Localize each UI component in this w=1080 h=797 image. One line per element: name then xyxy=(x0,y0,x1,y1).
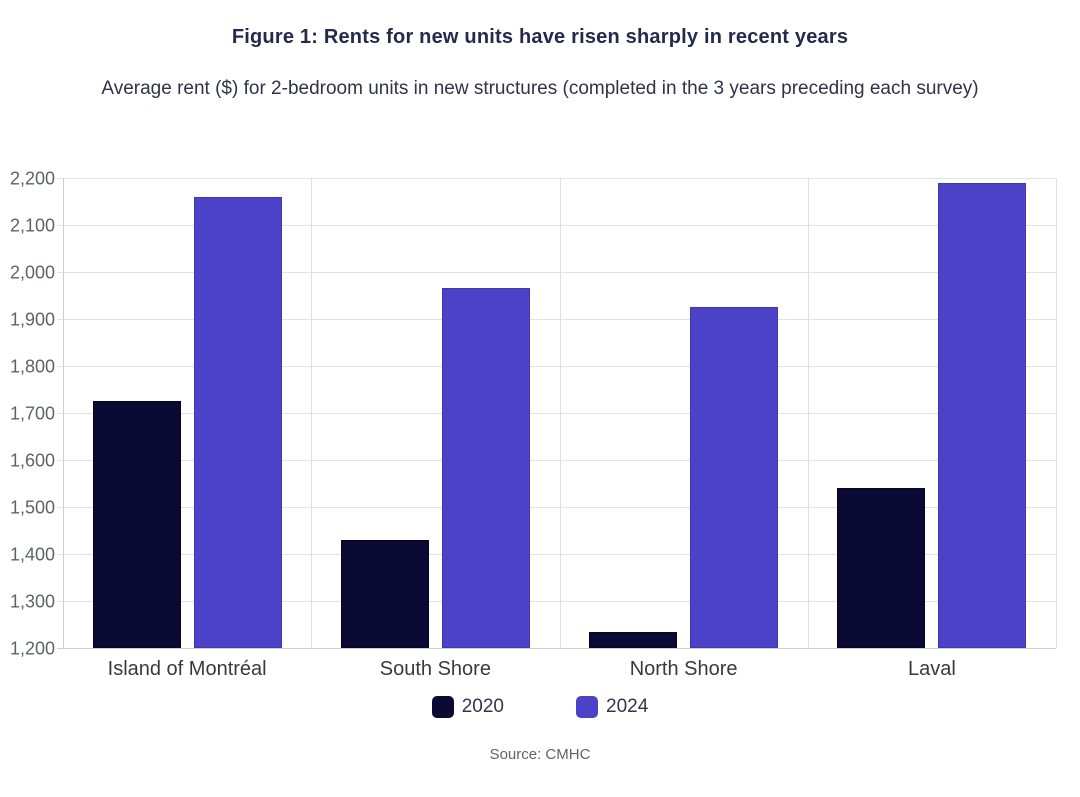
category-label: Island of Montréal xyxy=(107,658,267,680)
bar-2024-island-of-montr-al xyxy=(193,196,282,648)
legend-label-2020: 2020 xyxy=(461,696,504,717)
category-label: South Shore xyxy=(379,658,491,680)
legend-label-2024: 2024 xyxy=(606,696,649,717)
y-gridline xyxy=(57,225,1056,226)
y-gridline xyxy=(57,554,1056,555)
x-gridline xyxy=(311,178,313,648)
y-gridline xyxy=(57,178,1056,179)
chart-legend: 2020 2024 xyxy=(0,694,1080,720)
y-axis-tick-label: 1,400 xyxy=(9,544,55,564)
bar-2020-island-of-montr-al xyxy=(92,401,181,648)
y-gridline xyxy=(57,413,1056,414)
y-axis-tick-label: 1,600 xyxy=(9,450,55,470)
y-axis-tick-label: 2,200 xyxy=(9,168,55,188)
legend-item-2024: 2024 xyxy=(576,696,648,718)
x-gridline xyxy=(807,178,809,648)
y-gridline xyxy=(57,601,1056,602)
y-axis-tick-label: 1,700 xyxy=(9,403,55,423)
chart-subtitle: Average rent ($) for 2-bedroom units in … xyxy=(101,78,979,99)
y-axis-tick-label: 1,200 xyxy=(9,638,55,658)
category-label: Laval xyxy=(907,658,956,680)
x-gridline xyxy=(63,178,64,648)
bar-chart-plot-area xyxy=(63,178,1056,648)
y-gridline xyxy=(57,319,1056,320)
y-axis-tick-label: 1,300 xyxy=(9,591,55,611)
legend-item-2020: 2020 xyxy=(431,696,504,718)
bar-2020-south-shore xyxy=(340,539,429,648)
y-axis-tick-label: 1,800 xyxy=(9,356,55,376)
x-gridline xyxy=(1056,178,1057,648)
y-axis-tick-label: 2,100 xyxy=(9,215,55,235)
bar-2024-laval xyxy=(938,182,1027,648)
source-note: Source: CMHC xyxy=(489,746,591,763)
bar-2020-north-shore xyxy=(589,631,678,648)
y-axis-tick-label: 1,900 xyxy=(9,309,55,329)
chart-title: Figure 1: Rents for new units have risen… xyxy=(231,26,849,48)
y-gridline xyxy=(57,507,1056,508)
legend-swatch-2024 xyxy=(576,696,598,718)
y-axis-tick-label: 2,000 xyxy=(9,262,55,282)
bar-2024-south-shore xyxy=(441,288,530,648)
bar-2020-laval xyxy=(837,488,926,648)
bar-2024-north-shore xyxy=(690,307,779,648)
y-gridline xyxy=(57,460,1056,461)
y-axis-tick-label: 1,500 xyxy=(9,497,55,517)
legend-swatch-2020 xyxy=(431,696,454,718)
y-gridline xyxy=(57,366,1056,367)
y-gridline xyxy=(57,272,1056,273)
category-label: North Shore xyxy=(629,658,738,680)
y-gridline xyxy=(57,648,1056,649)
x-gridline xyxy=(559,178,561,648)
